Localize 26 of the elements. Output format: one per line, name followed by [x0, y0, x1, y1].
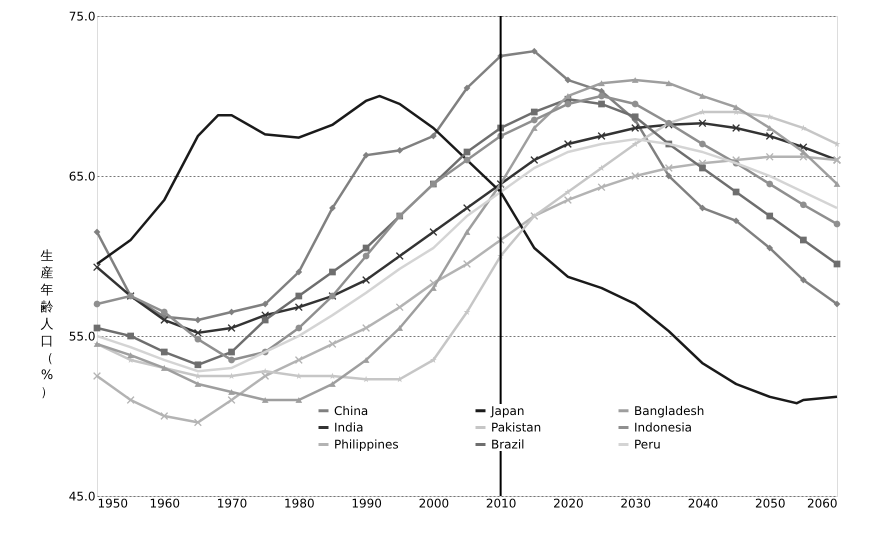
legend-label: Peru: [634, 438, 661, 452]
y-tick-label: 45.0: [68, 490, 96, 504]
text: 生産年齢人口（%）: [40, 249, 54, 400]
x-tick-label: 2000: [418, 496, 450, 510]
x-tick-label: 2050: [754, 496, 786, 510]
legend-label: Philippines: [334, 438, 399, 452]
x-tick-label: 1980: [284, 496, 315, 510]
legend-label: Brazil: [491, 438, 524, 452]
x-tick-label: 2020: [553, 496, 584, 510]
x-tick-label: 2030: [620, 496, 651, 510]
x-tick-label: 1960: [150, 496, 180, 510]
y-tick-label: 65.0: [68, 170, 96, 184]
legend-label: China: [334, 404, 368, 418]
y-tick-label: 75.0: [68, 10, 96, 24]
legend-label: Japan: [490, 404, 524, 418]
x-tick-label: 2010: [486, 496, 516, 510]
x-tick-label: 1990: [351, 496, 382, 510]
x-tick-label: 1950: [98, 496, 128, 510]
legend-label: Pakistan: [491, 420, 542, 434]
x-tick-label: 1970: [216, 496, 248, 510]
y-tick-label: 55.0: [68, 330, 96, 344]
x-tick-label: 2060: [806, 496, 838, 510]
x-tick-label: 2040: [688, 496, 718, 510]
legend-label: Bangladesh: [634, 404, 704, 418]
legend-label: India: [334, 420, 364, 434]
legend-label: Indonesia: [634, 420, 692, 434]
